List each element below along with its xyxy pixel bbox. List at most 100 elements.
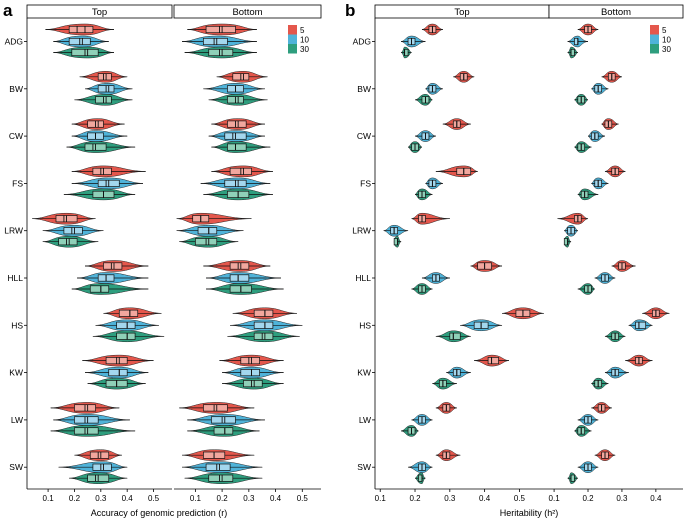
violin-sw-10 — [58, 461, 128, 473]
violin-fs-5 — [435, 165, 478, 178]
violin-hs-30 — [435, 330, 471, 343]
x-tick-label: 0.5 — [514, 494, 526, 503]
violin-lw-30 — [187, 425, 260, 437]
box — [205, 463, 231, 471]
box — [208, 474, 234, 482]
violin-hll-10 — [206, 272, 281, 284]
box — [563, 238, 569, 246]
violin-fs-10 — [200, 177, 271, 190]
x-tick-label: 0.2 — [217, 494, 229, 503]
violin-bw-5 — [79, 71, 128, 83]
violin-fs-30 — [414, 188, 433, 201]
x-tick-label: 0.1 — [549, 494, 561, 503]
violin-lrw-5 — [32, 212, 96, 225]
box — [229, 262, 250, 270]
violin-cw-10 — [208, 130, 265, 142]
violin-hll-5 — [203, 260, 271, 272]
violin-bw-30 — [74, 94, 133, 106]
box — [227, 143, 247, 151]
box — [74, 427, 99, 435]
violin-kw-5 — [625, 354, 653, 367]
violin-hll-30 — [411, 283, 433, 295]
violin-adg-30 — [53, 46, 115, 59]
violin-kw-10 — [446, 366, 471, 379]
violin-lw-10 — [577, 414, 599, 426]
legend-swatch — [650, 25, 659, 35]
violin-lrw-30 — [393, 235, 402, 248]
violin-lw-5 — [591, 402, 612, 414]
chart-panel-a: a Top 0.1 0.2 0.3 0.4 0.5 ADG BW CW FS LRW HLL HS KW LW… — [3, 1, 322, 518]
violin-adg-30 — [567, 46, 578, 59]
violin-lw-5 — [435, 402, 457, 414]
x-tick-label: 0.3 — [95, 494, 107, 503]
violin-sw-5 — [435, 449, 461, 461]
y-tick-label: SW — [357, 462, 371, 472]
violin-cw-5 — [601, 118, 619, 130]
x-tick-label: 0.4 — [122, 494, 134, 503]
violin-kw-30 — [591, 377, 609, 390]
legend-label: 30 — [662, 45, 671, 54]
violin-lw-10 — [187, 414, 265, 426]
facet-strip — [26, 4, 173, 19]
violin-hll-5 — [84, 260, 149, 272]
legend-swatch — [650, 34, 659, 44]
box — [487, 357, 499, 365]
violin-bw-30 — [414, 94, 433, 106]
violin-hs-10 — [460, 319, 503, 332]
violin-adg-10 — [567, 35, 589, 48]
violin-lrw-10 — [564, 224, 578, 237]
box — [449, 332, 461, 340]
legend-swatch — [288, 44, 297, 54]
violin-lrw-10 — [383, 224, 409, 237]
box — [68, 25, 94, 34]
violin-lrw-5 — [557, 212, 589, 225]
x-tick-label: 0.3 — [616, 494, 628, 503]
facet-strip — [548, 4, 684, 19]
violin-cw-30 — [66, 141, 136, 153]
violin-kw-30 — [87, 377, 146, 390]
violin-cw-30 — [574, 141, 592, 153]
y-tick-label: KW — [357, 368, 371, 378]
violin-lw-10 — [411, 414, 433, 426]
box — [74, 416, 99, 424]
facet-strip — [173, 4, 322, 19]
y-tick-label: LW — [11, 415, 23, 425]
violin-hll-10 — [421, 272, 450, 284]
facet-title: Bottom — [601, 7, 631, 18]
y-tick-label: ADG — [5, 37, 23, 47]
box — [253, 332, 274, 340]
violin-adg-10 — [53, 35, 109, 48]
box — [116, 332, 136, 340]
violin-bw-5 — [453, 71, 475, 83]
violin-bw-10 — [203, 83, 265, 95]
violin-lw-5 — [50, 402, 120, 414]
violin-kw-10 — [604, 366, 629, 379]
legend-swatch — [288, 25, 297, 35]
violin-sw-30 — [414, 472, 426, 484]
box — [197, 227, 218, 235]
box — [253, 309, 274, 317]
y-tick-label: BW — [357, 84, 371, 94]
violin-kw-10 — [222, 366, 284, 379]
violin-kw-5 — [474, 354, 510, 367]
violin-cw-30 — [407, 141, 423, 153]
panel-label: a — [3, 1, 13, 20]
violin-bw-10 — [84, 83, 133, 95]
legend-label: 5 — [662, 26, 667, 35]
violin-fs-30 — [203, 188, 273, 201]
violin-cw-10 — [587, 130, 606, 142]
y-tick-label: LRW — [4, 226, 23, 236]
violin-sw-5 — [182, 449, 255, 461]
violin-sw-5 — [74, 449, 122, 461]
box — [243, 380, 263, 388]
box — [205, 25, 236, 34]
violin-sw-10 — [182, 461, 263, 473]
x-tick-label: 0.4 — [270, 494, 282, 503]
x-tick-label: 0.1 — [375, 494, 387, 503]
violin-adg-10 — [182, 35, 257, 48]
box — [92, 167, 112, 175]
box — [203, 37, 228, 46]
